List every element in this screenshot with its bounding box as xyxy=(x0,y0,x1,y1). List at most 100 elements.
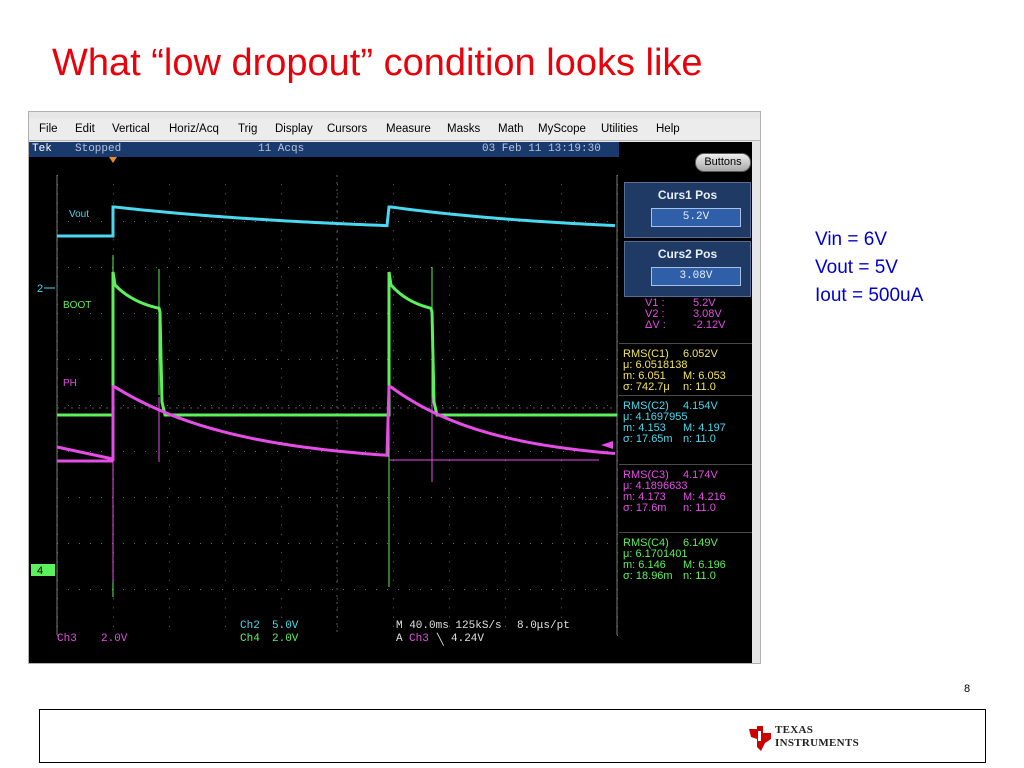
meas-c4-stddev: σ: 18.96m xyxy=(623,570,673,582)
meas-c4-mean: μ: 6.1701401 xyxy=(623,548,688,560)
menu-horiz-acq[interactable]: Horiz/Acq xyxy=(169,123,219,135)
ti-logo-text: TEXAS INSTRUMENTS xyxy=(775,724,859,750)
ch4-ground-marker: 4 xyxy=(37,565,43,577)
menu-edit[interactable]: Edit xyxy=(75,123,95,135)
footer-box xyxy=(39,709,986,763)
meas-c2-rms: 4.154V xyxy=(683,400,718,412)
ch4-ground-marker-bg xyxy=(31,564,55,576)
menu-cursors[interactable]: Cursors xyxy=(327,123,368,135)
meas-c3-stddev: σ: 17.6m xyxy=(623,502,667,514)
graticule xyxy=(57,175,617,635)
cursor1-value[interactable]: 5.2V xyxy=(651,208,741,227)
scope-screen: Tek Stopped 11 Acqs 03 Feb 11 13:19:30 V… xyxy=(29,142,752,663)
cursor1-position-box[interactable]: Curs1 Pos 5.2V xyxy=(624,182,751,238)
meas-c2-title: RMS(C2) xyxy=(623,400,669,412)
note-vin: Vin = 6V xyxy=(815,229,888,250)
menu-myscope[interactable]: MyScope xyxy=(538,123,586,135)
cursor-v2-label: V2 : xyxy=(645,308,665,320)
ch3-label: Ch3 xyxy=(57,633,77,645)
meas-c3-count: n: 11.0 xyxy=(683,502,716,514)
meas-c3-mean: μ: 4.1896633 xyxy=(623,480,688,492)
graticule-dots xyxy=(57,175,618,636)
ch2-scale: 5.0V xyxy=(272,620,299,632)
meas-c2-count: n: 11.0 xyxy=(683,433,716,445)
note-vout: Vout = 5V xyxy=(815,257,898,278)
menu-trig[interactable]: Trig xyxy=(238,123,258,135)
ch4-scale: 2.0V xyxy=(272,633,299,645)
meas-c4-count: n: 11.0 xyxy=(683,570,716,582)
meas-c1-title: RMS(C1) xyxy=(623,348,669,360)
meas-c1-max: M: 6.053 xyxy=(683,370,726,382)
meas-c3-min: m: 4.173 xyxy=(623,491,666,503)
trace-label-boot: BOOT xyxy=(63,300,91,311)
right-panel: Buttons Curs1 Pos 5.2V Curs2 Pos 3.08V V… xyxy=(619,142,752,663)
acquisition-count: 11 Acqs xyxy=(258,143,305,155)
ch2-vout-trace xyxy=(57,205,616,238)
brand-label: Tek xyxy=(32,143,52,155)
buttons-button[interactable]: Buttons xyxy=(695,153,751,172)
meas-c3-max: M: 4.216 xyxy=(683,491,726,503)
ch3-level-marker xyxy=(601,441,613,449)
trigger-prefix: A xyxy=(396,633,403,645)
meas-c4-title: RMS(C4) xyxy=(623,537,669,549)
waveform-display: Vout BOOT PH 2 4 xyxy=(31,157,618,636)
menu-masks[interactable]: Masks xyxy=(447,123,481,135)
meas-c2-stddev: σ: 17.65m xyxy=(623,433,673,445)
menu-help[interactable]: Help xyxy=(656,123,680,135)
meas-c1-count: n: 11.0 xyxy=(683,381,716,393)
run-state: Stopped xyxy=(75,143,122,155)
trigger-slope-icon: ╲ xyxy=(437,635,444,647)
cursor-v1-value: 5.2V xyxy=(693,297,716,309)
meas-c4-min: m: 6.146 xyxy=(623,559,666,571)
menu-measure[interactable]: Measure xyxy=(386,123,431,135)
trigger-level: 4.24V xyxy=(451,633,485,645)
meas-c1-stddev: σ: 742.7μ xyxy=(623,381,670,393)
trace-label-ph: PH xyxy=(63,378,77,389)
meas-c1-min: m: 6.051 xyxy=(623,370,666,382)
cursor-dv-value: -2.12V xyxy=(693,319,726,331)
meas-c3-title: RMS(C3) xyxy=(623,469,669,481)
timestamp: 03 Feb 11 13:19:30 xyxy=(482,143,601,155)
ch4-label: Ch4 xyxy=(240,633,260,645)
cursor-v2-value: 3.08V xyxy=(693,308,722,320)
meas-c1-mean: μ: 6.0518138 xyxy=(623,359,688,371)
condition-notes: Vin = 6V Vout = 5V Iout = 500uA xyxy=(815,226,923,310)
ch3-ph-trace xyxy=(56,385,616,461)
cursor2-value[interactable]: 3.08V xyxy=(651,267,741,286)
status-bar: Tek Stopped 11 Acqs 03 Feb 11 13:19:30 xyxy=(29,142,619,157)
note-iout: Iout = 500uA xyxy=(815,285,924,306)
graticule-border xyxy=(56,175,618,635)
menu-utilities[interactable]: Utilities xyxy=(601,123,639,135)
meas-c1-rms: 6.052V xyxy=(683,348,718,360)
cursor2-title: Curs2 Pos xyxy=(657,247,718,261)
timebase-readout: M 40.0ms 125kS/s xyxy=(396,620,502,632)
resolution-readout: 8.0μs/pt xyxy=(517,620,570,632)
meas-c4-rms: 6.149V xyxy=(683,537,718,549)
menu-display[interactable]: Display xyxy=(275,123,313,135)
cursor-v1-label: V1 : xyxy=(645,297,665,309)
trace-label-vout: Vout xyxy=(69,209,89,220)
cursor2-position-box[interactable]: Curs2 Pos 3.08V xyxy=(624,241,751,297)
ch4-boot-trace xyxy=(57,271,617,417)
slide-title: What “low dropout” condition looks like xyxy=(52,42,703,84)
menu-vertical[interactable]: Vertical xyxy=(112,123,150,135)
meas-c4-max: M: 6.196 xyxy=(683,559,726,571)
meas-c2-mean: μ: 4.1697955 xyxy=(623,411,688,423)
trigger-channel: Ch3 xyxy=(409,633,429,645)
traces xyxy=(56,205,617,597)
meas-c2-max: M: 4.197 xyxy=(683,422,726,434)
ch3-scale: 2.0V xyxy=(101,633,128,645)
ch2-ground-marker: 2 xyxy=(37,283,43,295)
meas-c3-rms: 4.174V xyxy=(683,469,718,481)
ti-logo-icon xyxy=(749,726,771,751)
cursor-dv-label: ΔV : xyxy=(645,319,666,331)
oscilloscope-window: File Edit Vertical Horiz/Acq Trig Displa… xyxy=(28,111,761,664)
ti-logo-word-2: INSTRUMENTS xyxy=(775,737,859,749)
trigger-position-marker xyxy=(109,157,117,163)
page-number: 8 xyxy=(964,683,971,695)
menu-bar: File Edit Vertical Horiz/Acq Trig Displa… xyxy=(29,118,760,141)
meas-c2-min: m: 4.153 xyxy=(623,422,666,434)
menu-file[interactable]: File xyxy=(39,123,58,135)
cursor1-title: Curs1 Pos xyxy=(657,188,718,202)
menu-math[interactable]: Math xyxy=(498,123,524,135)
